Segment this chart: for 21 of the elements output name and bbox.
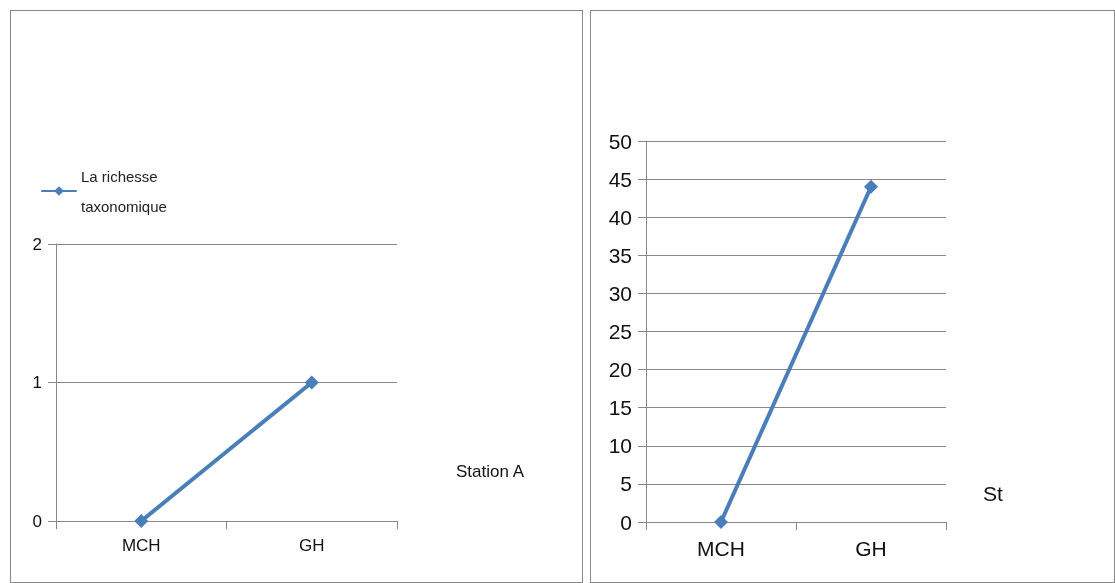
y-tick-label: 1	[32, 373, 42, 392]
x-tick-label: GH	[299, 536, 325, 555]
y-tick-label: 15	[608, 396, 632, 420]
y-tick-label: 25	[608, 320, 632, 343]
x-tick-label: MCH	[697, 537, 745, 560]
y-tick-label: 50	[608, 129, 632, 153]
y-tick-label: 45	[608, 167, 632, 191]
text: Station A	[456, 462, 525, 481]
y-tick-label: 10	[608, 434, 632, 458]
y-tick-label: 2	[32, 234, 42, 254]
legend-label: La richesse taxonomique	[81, 167, 167, 215]
y-tick-label: 20	[608, 358, 632, 382]
x-tick-label: GH	[855, 537, 887, 560]
y-tick-label: 35	[608, 243, 632, 267]
y-tick-label: 30	[608, 281, 632, 305]
x-tick-label: MCH	[121, 536, 161, 555]
y-tick-label: 40	[608, 205, 632, 229]
text: St	[983, 482, 1004, 505]
y-tick-label: 0	[32, 511, 42, 531]
y-tick-label: 0	[620, 510, 632, 534]
y-tick-label: 5	[620, 472, 632, 496]
